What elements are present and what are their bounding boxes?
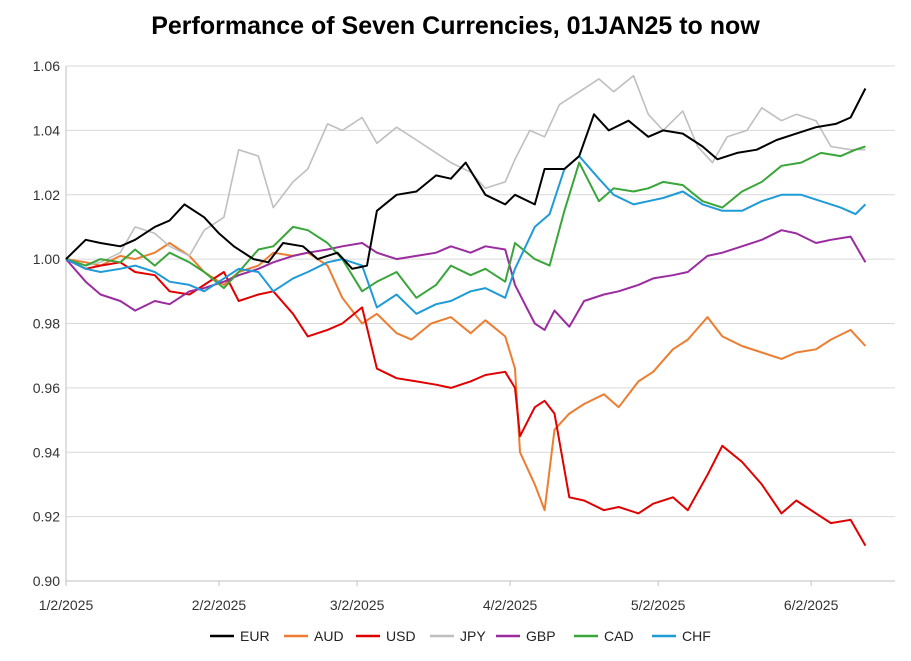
legend-label-chf: CHF [682,628,711,644]
chart-title: Performance of Seven Currencies, 01JAN25… [151,12,760,40]
series-line-aud [65,242,867,512]
series-line-chf [65,155,867,315]
y-tick-label: 1.06 [33,58,60,74]
series-line-usd [65,258,867,547]
series-line-cad [65,145,866,299]
y-tick-label: 0.98 [33,316,60,332]
axes: 0.90 0.92 0.94 0.96 0.98 1.00 1.02 1.04 1.06 1/2/… [33,58,895,613]
y-tick-label: 0.96 [33,380,60,396]
series-line-jpy [65,74,866,267]
x-tick-label: 3/2/2025 [330,597,385,613]
y-tick-label: 1.00 [33,251,60,267]
x-tick-label: 2/2/2025 [192,597,247,613]
x-tick-label: 1/2/2025 [39,597,94,613]
x-tick-label: 4/2/2025 [483,597,538,613]
x-tick-label: 5/2/2025 [631,597,686,613]
legend: EUR AUD USD JPY GBP CAD CHF [210,628,711,644]
legend-label-eur: EUR [240,628,270,644]
y-tick-label: 1.02 [33,187,60,203]
series-lines [65,74,867,547]
legend-label-usd: USD [386,628,416,644]
legend-label-gbp: GBP [526,628,556,644]
series-line-eur [65,88,867,270]
legend-label-cad: CAD [604,628,634,644]
y-tick-label: 0.94 [33,444,60,460]
y-tick-label: 1.04 [33,122,60,138]
x-tick-label: 6/2/2025 [784,597,839,613]
series-line-gbp [65,229,867,331]
y-tick-label: 0.92 [33,509,60,525]
legend-label-aud: AUD [314,628,344,644]
y-tick-label: 0.90 [33,573,60,589]
legend-label-jpy: JPY [460,628,486,644]
